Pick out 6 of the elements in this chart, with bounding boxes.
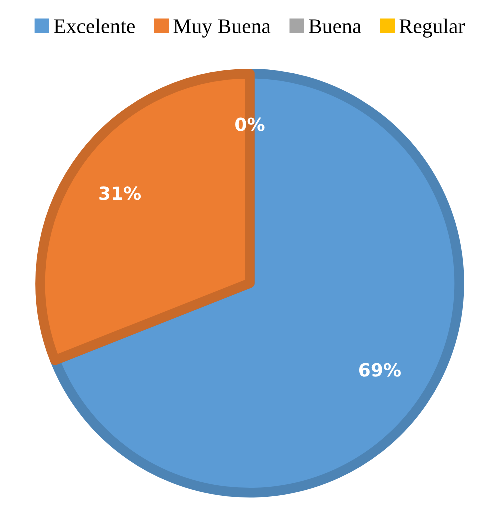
data-label: 69%: [359, 363, 402, 377]
legend-label: Regular: [400, 18, 465, 38]
data-label: 31%: [100, 186, 142, 200]
legend-label: Buena: [309, 20, 362, 34]
legend-label: Excelente: [54, 18, 135, 34]
legend-label: Muy Buena: [174, 20, 271, 38]
